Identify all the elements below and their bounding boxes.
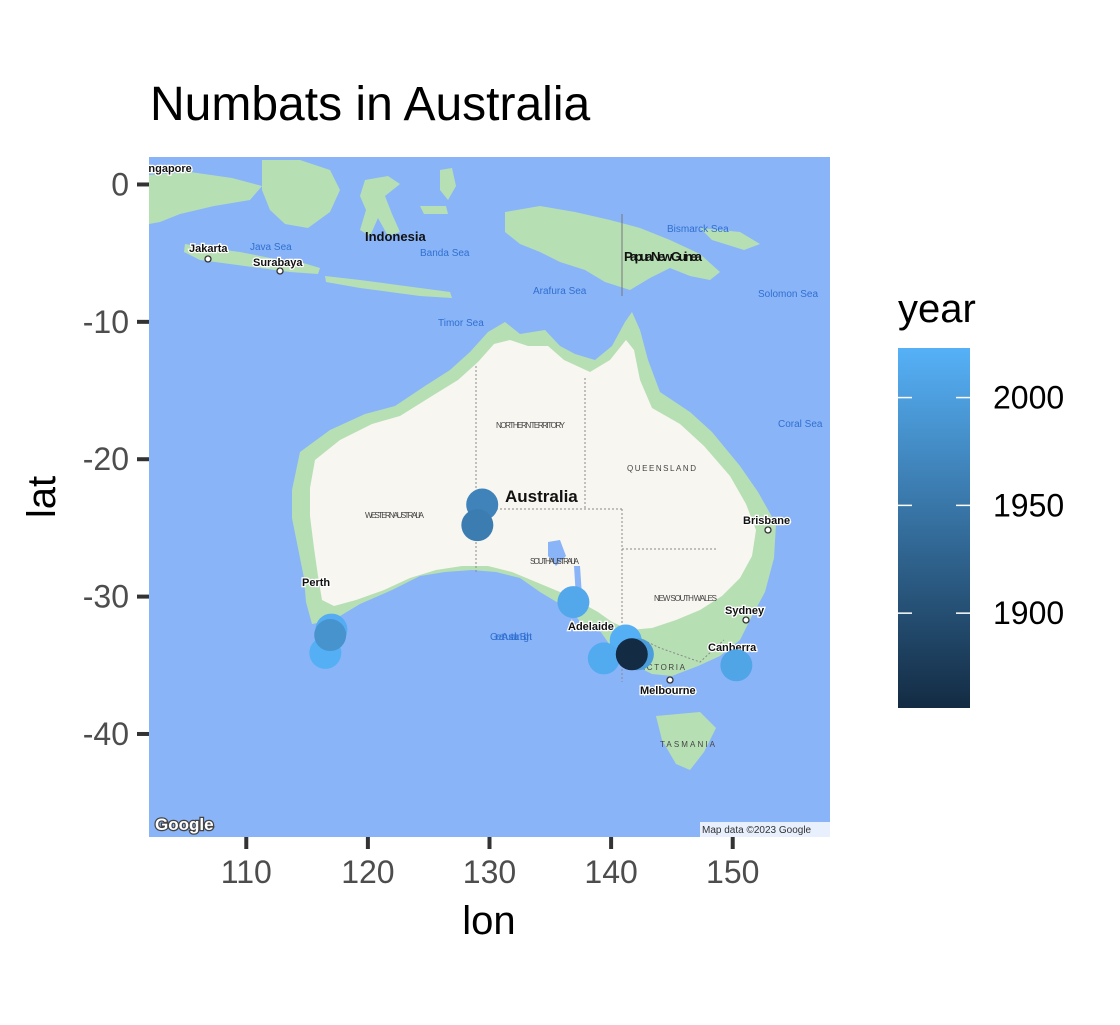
x-tick-label: 150 [706,854,759,890]
city-dot-brisbane [764,526,772,534]
legend-label: 2000 [993,380,1064,416]
legend-label: 1900 [993,595,1064,631]
label-australia: Australia [505,487,578,506]
sighting-point [557,586,590,619]
sighting-point [615,638,648,671]
y-tick-label: -30 [83,579,129,615]
legend: year 2000 1950 1900 [898,287,1064,708]
sighting-point [720,649,753,682]
x-tick-label: 110 [221,854,272,890]
label-java-sea: Java Sea [250,242,292,253]
land-borneo [262,160,340,228]
label-south-australia: SOUTH AUSTRALIA [530,557,580,566]
chart-title: Numbats in Australia [150,78,591,131]
x-axis: 110 120 130 140 150 [221,837,759,890]
city-dot-melbourne [666,676,674,684]
label-canberra: Canberra [708,642,757,654]
google-logo: Google [155,815,214,834]
data-points [309,488,753,682]
sighting-point [461,509,494,542]
label-arafura-sea: Arafura Sea [533,286,587,297]
legend-colorbar [898,348,970,708]
label-adelaide: Adelaide [568,621,614,633]
land-moluccas [420,168,456,214]
city-dot-surabaya [276,267,284,275]
x-axis-title: lon [462,899,515,943]
land-lesser-sunda [325,276,452,298]
label-indonesia: Indonesia [365,229,426,244]
y-tick-label: 0 [111,166,129,202]
attribution-background [700,822,830,837]
label-coral-sea: Coral Sea [778,419,823,430]
lake-eyre [548,540,566,566]
land-new-guinea [505,206,720,290]
y-axis-title: lat [20,476,64,518]
map-panel: Singapore Jakarta Surabaya Indonesia Pap… [138,157,830,837]
label-western-australia: WESTERN AUSTRALIA [365,511,425,520]
label-tasmania: TASMANIA [660,740,716,749]
label-solomon-sea: Solomon Sea [758,289,818,300]
land-bismarck [700,228,760,250]
city-dot-jakarta [204,255,212,263]
sighting-point [314,619,347,652]
label-northern-territory: NORTHERN TERRITORY [496,421,566,430]
land-sulawesi [360,176,400,236]
y-tick-label: -10 [83,304,129,340]
legend-label: 1950 [993,487,1064,523]
map-labels: Singapore Jakarta Surabaya Indonesia Pap… [138,162,823,749]
label-papua-new-guinea: Papua New Guinea [624,249,703,264]
label-melbourne: Melbourne [640,685,696,697]
label-queensland: QUEENSLAND [627,464,697,473]
label-singapore: Singapore [138,163,192,175]
label-victoria: VICTORIA [636,663,686,672]
label-bismarck-sea: Bismarck Sea [667,224,729,235]
x-tick-label: 130 [463,854,516,890]
land-australia-interior [310,340,756,630]
land-java [184,244,320,274]
label-sydney: Sydney [725,605,765,617]
y-tick-label: -40 [83,716,129,752]
y-tick-label: -20 [83,441,129,477]
sighting-point [587,642,620,675]
legend-title: year [898,287,976,331]
label-jakarta: Jakarta [189,243,228,255]
city-dot-sydney [742,616,750,624]
x-tick-label: 120 [341,854,394,890]
map-attribution: Map data ©2023 Google [702,825,812,836]
label-perth: Perth [302,577,330,589]
label-timor-sea: Timor Sea [438,318,484,329]
legend-ticks: 2000 1950 1900 [898,380,1064,631]
label-great-australian-bight: Great Australian Bight [490,632,532,643]
label-banda-sea: Banda Sea [420,248,470,259]
label-new-south-wales: NEW SOUTH WALES [654,594,718,603]
x-tick-label: 140 [584,854,637,890]
y-axis: 0 -10 -20 -30 -40 [83,166,149,752]
land-tasmania [656,712,716,770]
label-brisbane: Brisbane [743,515,790,527]
label-surabaya: Surabaya [253,257,303,269]
land-sumatra [149,172,262,224]
